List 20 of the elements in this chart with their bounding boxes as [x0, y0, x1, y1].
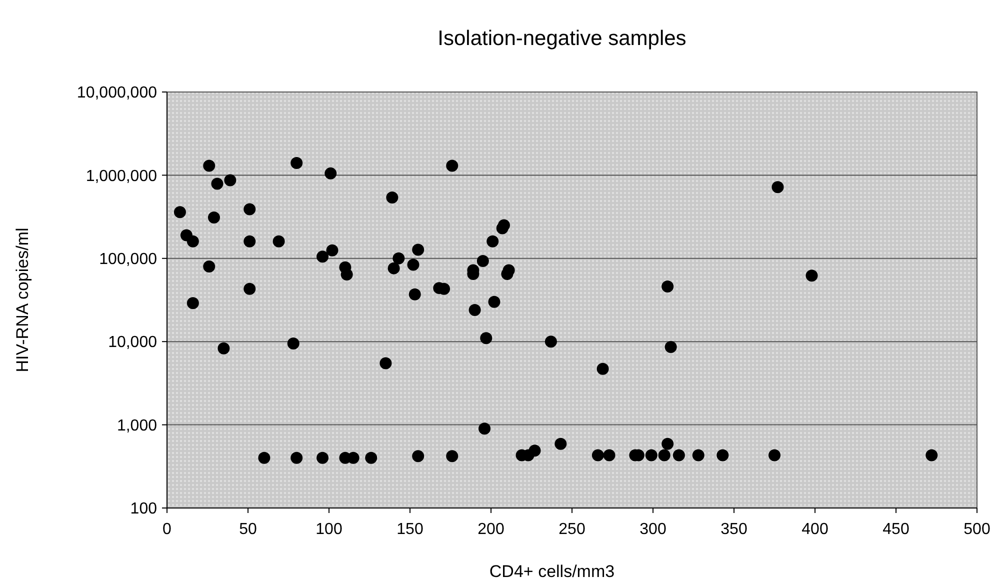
chart-title: Isolation-negative samples — [438, 27, 686, 50]
y-tick-label: 10,000 — [108, 334, 158, 352]
x-tick-label: 150 — [396, 521, 424, 538]
x-tick-label: 0 — [162, 521, 172, 538]
y-tick-label: 1,000 — [116, 417, 158, 434]
y-axis-title: HIV-RNA copies/ml — [13, 228, 32, 372]
x-tick-label: 100 — [316, 521, 342, 538]
x-tick-label: 200 — [478, 521, 504, 538]
x-tick-label: 400 — [802, 521, 828, 538]
y-tick-label: 1,000,000 — [86, 168, 158, 185]
x-tick-label: 450 — [882, 521, 910, 538]
x-tick-label: 350 — [720, 521, 748, 538]
x-tick-label: 300 — [640, 521, 666, 538]
y-tick-label: 100,000 — [99, 251, 158, 268]
y-tick-label: 10,000,000 — [76, 84, 158, 102]
x-tick-label: 250 — [558, 521, 586, 538]
x-tick-label: 50 — [239, 521, 257, 538]
y-tick-label: 100 — [130, 500, 158, 518]
x-tick-label: 500 — [964, 521, 990, 538]
x-axis-title: CD4+ cells/mm3 — [489, 562, 615, 581]
